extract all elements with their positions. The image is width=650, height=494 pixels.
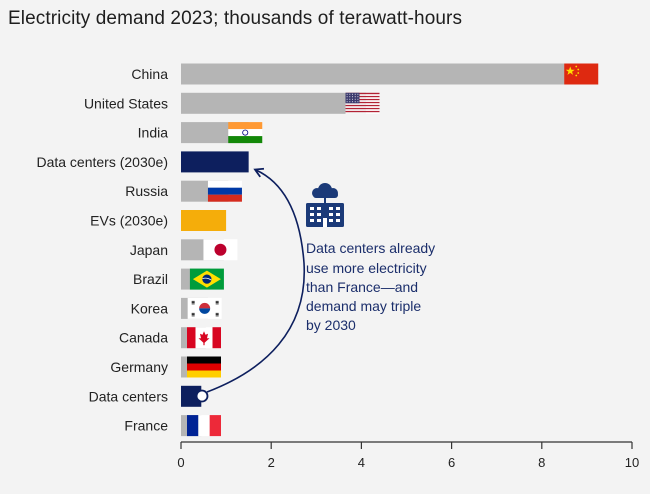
annotation-line: by 2030 [306, 317, 356, 333]
india-flag-icon [228, 122, 263, 144]
x-axis: 0 2 4 6 8 10 [177, 441, 639, 470]
annotation-line: use more electricity [306, 260, 427, 276]
china-flag-icon [564, 63, 599, 85]
data-center-cloud-building-icon [306, 183, 344, 227]
brazil-flag-icon [189, 268, 224, 290]
bar [181, 151, 249, 173]
annotation-line: Data centers already [306, 240, 435, 256]
category-label: Russia [125, 183, 168, 199]
category-label: India [138, 125, 169, 141]
germany-flag-icon [187, 356, 221, 378]
category-label: Korea [131, 300, 169, 316]
category-label: Data centers [89, 388, 168, 404]
canada-flag-icon [187, 327, 221, 349]
category-label: Germany [110, 359, 168, 375]
chart-title: Electricity demand 2023; thousands of te… [8, 8, 463, 29]
annotation-group: Data centers already use more electricit… [195, 167, 440, 403]
annotation-line: demand may triple [306, 298, 421, 314]
category-label: Brazil [133, 271, 168, 287]
annotation-text: Data centers already use more electricit… [306, 240, 440, 333]
japan-flag-icon [203, 239, 238, 261]
category-label: United States [84, 95, 168, 111]
x-tick-label: 0 [177, 455, 184, 470]
x-tick-label: 2 [268, 455, 275, 470]
x-tick-label: 10 [625, 455, 639, 470]
x-tick-label: 8 [538, 455, 545, 470]
category-label: Data centers (2030e) [36, 154, 168, 170]
x-tick-label: 4 [358, 455, 365, 470]
category-labels-group: China United States India Data centers (203… [36, 66, 168, 434]
arrow-origin-marker [195, 389, 209, 403]
bar [181, 92, 366, 114]
annotation-line: than France—and [306, 279, 418, 295]
category-label: France [124, 418, 168, 434]
category-label: China [131, 66, 168, 82]
bar [181, 63, 585, 85]
category-label: EVs (2030e) [90, 213, 168, 229]
korea-flag-icon [187, 297, 222, 319]
category-label: Japan [130, 242, 168, 258]
bar [181, 385, 202, 407]
france-flag-icon [187, 415, 221, 437]
us-flag-icon [345, 92, 380, 114]
flags-group [187, 63, 599, 437]
category-label: Canada [119, 330, 168, 346]
russia-flag-icon [207, 180, 242, 202]
x-tick-label: 6 [448, 455, 455, 470]
bar [181, 210, 227, 231]
annotation-arrow [206, 167, 305, 393]
